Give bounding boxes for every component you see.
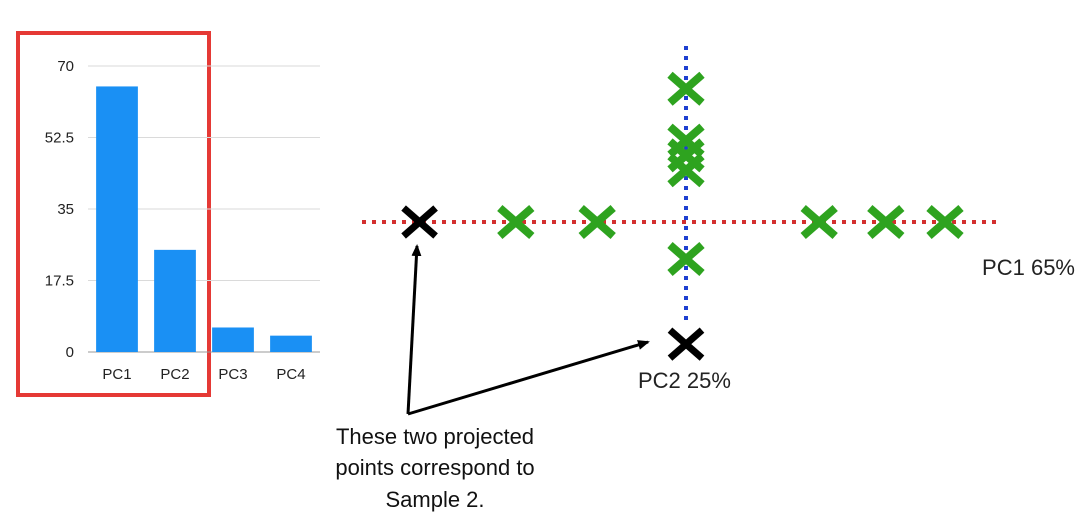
- y-tick-label: 70: [57, 58, 74, 75]
- highlight-box: [16, 31, 211, 397]
- projected-point: [667, 153, 705, 188]
- projected-point: [497, 204, 535, 240]
- projected-point: [667, 241, 705, 277]
- y-tick-label: 0: [66, 344, 74, 361]
- annotation-line-3: Sample 2.: [385, 487, 484, 512]
- bar-pc4: [270, 335, 312, 352]
- marker-stroke: [867, 204, 905, 240]
- x-tick-label: PC4: [276, 366, 305, 383]
- x-tick-label: PC2: [160, 366, 189, 383]
- marker-stroke: [800, 204, 838, 240]
- pc1-axis-label: PC1 65%: [982, 255, 1075, 280]
- marker-stroke: [497, 204, 535, 240]
- x-tick-labels: PC1 PC2 PC3 PC4: [102, 366, 305, 383]
- projected-point: [800, 204, 838, 240]
- projected-point: [867, 204, 905, 240]
- annotation-line-1: These two projected: [336, 424, 534, 449]
- marker-stroke: [926, 204, 964, 240]
- annotation-line-2: points correspond to: [335, 455, 534, 480]
- projected-point: [667, 71, 705, 106]
- marker-stroke: [401, 205, 438, 239]
- bar-pc2: [154, 249, 196, 352]
- y-tick-label: 52.5: [45, 130, 74, 147]
- marker-stroke: [667, 153, 705, 188]
- pc2-axis-label: PC2 25%: [638, 368, 731, 393]
- y-tick-label: 17.5: [45, 273, 74, 290]
- bar-pc3: [212, 327, 254, 352]
- projected-point: [578, 204, 616, 240]
- marker-stroke: [667, 327, 705, 361]
- x-tick-label: PC3: [218, 366, 247, 383]
- arrow-to-pc1-point: [406, 244, 422, 415]
- projected-points: [401, 71, 964, 361]
- scree-bar-chart: 0 17.5 35 52.5 70 PC1 PC2 PC3 PC4: [16, 31, 320, 397]
- marker-stroke: [667, 71, 705, 106]
- y-tick-label: 35: [57, 201, 74, 218]
- marker-stroke: [667, 241, 705, 277]
- sample2-point: [401, 205, 438, 239]
- arrow-to-pc2-point: [407, 340, 650, 416]
- bar-pc1: [96, 86, 138, 352]
- marker-stroke: [578, 204, 616, 240]
- projected-point: [926, 204, 964, 240]
- x-tick-label: PC1: [102, 366, 131, 383]
- sample2-point: [667, 327, 705, 361]
- y-tick-labels: 0 17.5 35 52.5 70: [45, 58, 74, 361]
- pc-projection-plot: PC1 65% PC2 25% These two projected poin…: [335, 46, 1075, 512]
- bars: [96, 86, 312, 352]
